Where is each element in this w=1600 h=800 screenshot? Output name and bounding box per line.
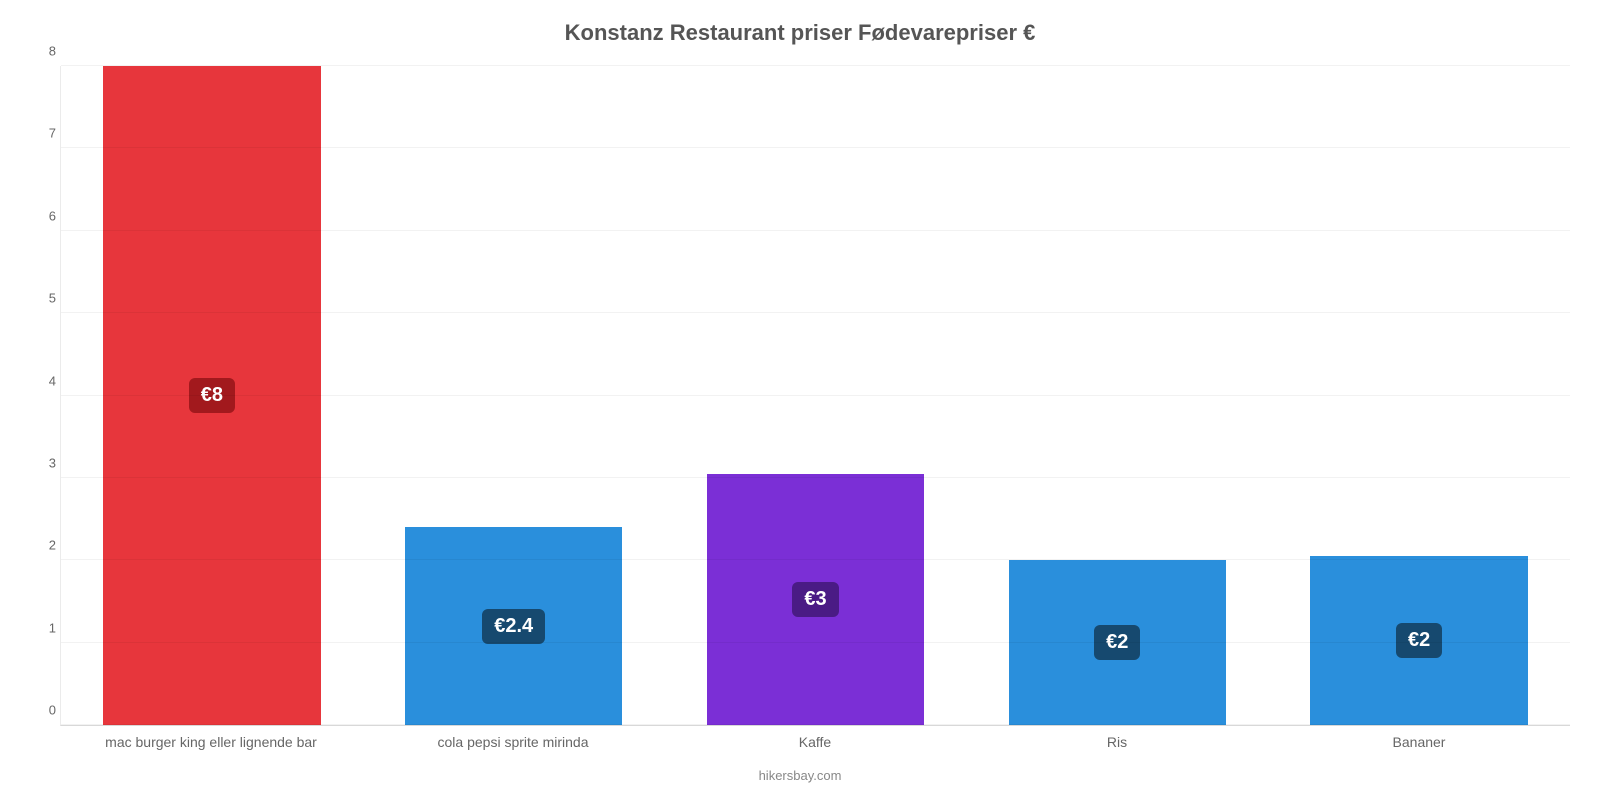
bars-group: €8 €2.4 €3 €2 €2 (61, 66, 1570, 725)
grid-line (61, 312, 1570, 313)
grid-line (61, 724, 1570, 725)
grid-line (61, 395, 1570, 396)
x-axis-label: Bananer (1268, 734, 1570, 750)
credit-text: hikersbay.com (20, 768, 1580, 783)
x-axis-label: cola pepsi sprite mirinda (362, 734, 664, 750)
y-tick-label: 4 (31, 373, 56, 388)
bar: €2 (1009, 560, 1226, 725)
bar-slot: €2 (1268, 66, 1570, 725)
grid-line (61, 559, 1570, 560)
value-badge: €3 (792, 582, 838, 617)
grid-line (61, 477, 1570, 478)
value-badge: €2.4 (482, 609, 545, 644)
y-tick-label: 8 (31, 44, 56, 59)
grid-line (61, 65, 1570, 66)
bar-slot: €8 (61, 66, 363, 725)
y-tick-label: 3 (31, 455, 56, 470)
bar-slot: €2 (966, 66, 1268, 725)
chart-title: Konstanz Restaurant priser Fødevareprise… (20, 20, 1580, 46)
y-tick-label: 5 (31, 291, 56, 306)
value-badge: €8 (189, 378, 235, 413)
x-axis-label: Kaffe (664, 734, 966, 750)
bar-slot: €3 (665, 66, 967, 725)
y-tick-label: 6 (31, 208, 56, 223)
y-tick-label: 0 (31, 703, 56, 718)
bar: €3 (707, 474, 924, 725)
grid-line (61, 230, 1570, 231)
value-badge: €2 (1396, 623, 1442, 658)
value-badge: €2 (1094, 625, 1140, 660)
grid-line (61, 147, 1570, 148)
x-axis-label: mac burger king eller lignende bar (60, 734, 362, 750)
y-tick-label: 2 (31, 538, 56, 553)
bar-slot: €2.4 (363, 66, 665, 725)
bar: €2.4 (405, 527, 622, 725)
chart-container: Konstanz Restaurant priser Fødevareprise… (0, 0, 1600, 800)
y-tick-label: 1 (31, 620, 56, 635)
bar: €8 (103, 66, 320, 725)
grid-line (61, 642, 1570, 643)
bar: €2 (1310, 556, 1527, 725)
x-axis-label: Ris (966, 734, 1268, 750)
y-tick-label: 7 (31, 126, 56, 141)
x-axis-labels: mac burger king eller lignende barcola p… (60, 734, 1570, 750)
plot-area: €8€2.4€3€2€2 012345678 (60, 66, 1570, 726)
